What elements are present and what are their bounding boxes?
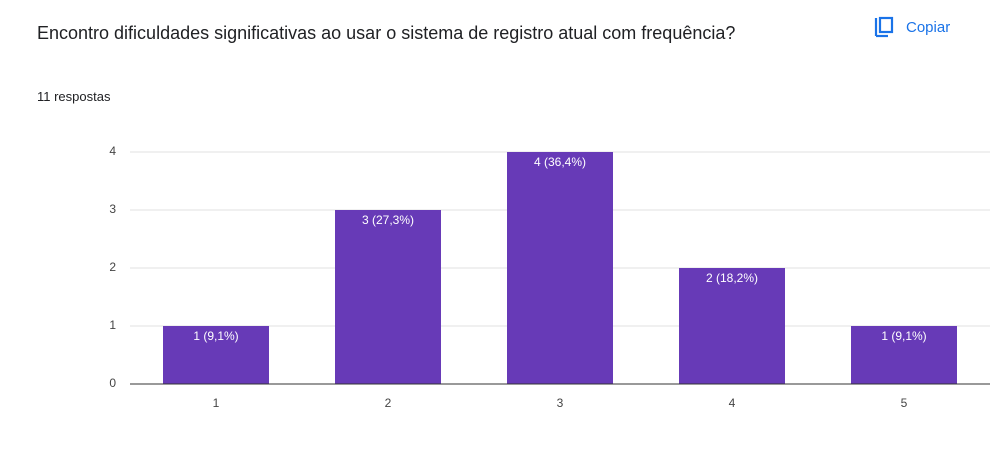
data-label: 2 (18,2%) [706,271,758,285]
y-tick-label: 3 [109,202,116,216]
bar [335,210,441,384]
copy-label[interactable]: Copiar [906,18,951,36]
data-label: 3 (27,3%) [362,213,414,227]
data-label: 1 (9,1%) [881,329,926,343]
y-tick-label: 1 [109,318,116,332]
bar [163,326,269,384]
bar [851,326,957,384]
bar [507,152,613,384]
data-label: 4 (36,4%) [534,155,586,169]
x-tick-label: 4 [729,396,736,410]
question-title: Encontro dificuldades significativas ao … [37,23,736,43]
x-tick-label: 3 [557,396,564,410]
copy-button[interactable]: Copiar [874,16,950,38]
x-tick-label: 1 [213,396,220,410]
y-tick-label: 4 [109,144,116,158]
copy-icon [874,16,894,38]
x-tick-label: 5 [901,396,908,410]
response-count: 11 respostas [37,89,111,104]
bar [679,268,785,384]
data-label: 1 (9,1%) [193,329,238,343]
y-tick-label: 2 [109,260,116,274]
y-tick-label: 0 [109,376,116,390]
x-tick-label: 2 [385,396,392,410]
